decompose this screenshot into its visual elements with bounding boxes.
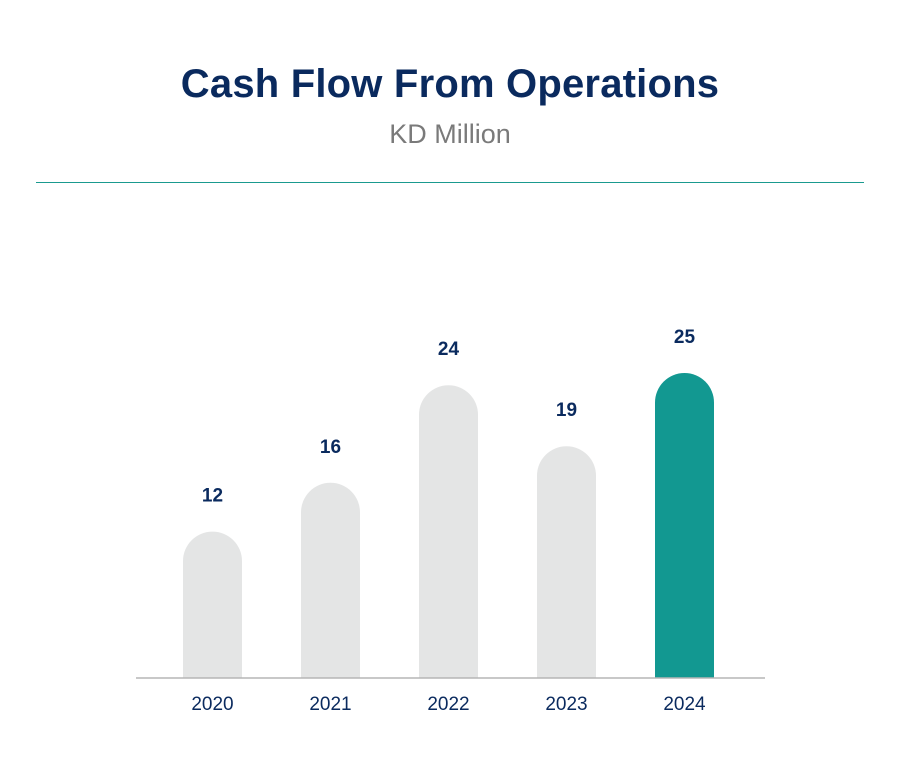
value-label-2024: 25 — [674, 327, 696, 348]
value-label-2023: 19 — [556, 400, 577, 421]
value-label-2020: 12 — [202, 486, 223, 507]
value-label-2021: 16 — [320, 437, 341, 458]
bar-2021 — [301, 482, 360, 678]
x-tick-label-2023: 2023 — [545, 694, 587, 715]
x-tick-label-2024: 2024 — [663, 694, 706, 715]
x-tick-label-2021: 2021 — [309, 694, 351, 715]
value-label-2022: 24 — [438, 339, 460, 360]
bar-2023 — [537, 446, 596, 678]
bar-2022 — [419, 385, 478, 678]
header-divider — [36, 182, 864, 183]
bar-2020 — [183, 531, 243, 678]
chart-subtitle: KD Million — [389, 119, 511, 149]
x-tick-label-2022: 2022 — [427, 694, 469, 715]
bar-2024 — [655, 373, 714, 678]
chart-title: Cash Flow From Operations — [180, 62, 720, 106]
x-tick-label-2020: 2020 — [191, 694, 233, 715]
